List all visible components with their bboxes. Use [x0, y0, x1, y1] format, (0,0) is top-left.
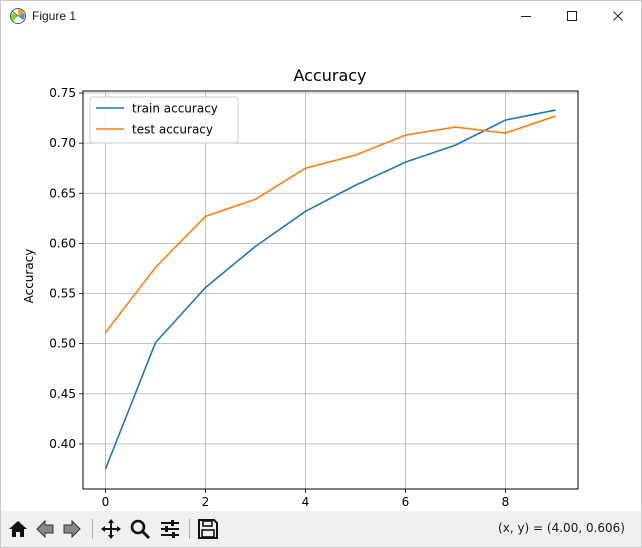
- chart-title: Accuracy: [293, 66, 366, 85]
- pan-button[interactable]: [99, 517, 123, 541]
- maximize-icon: [567, 11, 577, 21]
- zoom-icon: [130, 519, 151, 540]
- x-tick-label: 2: [202, 495, 210, 509]
- ticks: 0 2 4 6 8 0.40 0.45 0.50 0.55 0.60 0.65 0.70 0.75: [49, 86, 509, 509]
- y-tick-label: 0.50: [49, 337, 76, 351]
- x-tick-label: 6: [402, 495, 410, 509]
- home-icon: [9, 521, 27, 537]
- x-tick-label: 8: [502, 495, 510, 509]
- forward-arrow-icon: [63, 519, 81, 539]
- save-button[interactable]: [196, 517, 220, 541]
- x-tick-label: 4: [302, 495, 310, 509]
- close-icon: [613, 11, 623, 21]
- y-tick-label: 0.65: [49, 186, 76, 200]
- series-lines: [104, 109, 556, 470]
- matplotlib-app-icon: [10, 8, 26, 24]
- home-button[interactable]: [6, 517, 30, 541]
- x-tick-label: 0: [102, 495, 110, 509]
- y-tick-label: 0.40: [49, 437, 76, 451]
- back-button[interactable]: [33, 517, 57, 541]
- accuracy-chart[interactable]: 0 2 4 6 8 0.40 0.45 0.50 0.55 0.60 0.65 0.70 0.75 Ac…: [1, 31, 641, 524]
- y-tick-label: 0.70: [49, 136, 76, 150]
- forward-button[interactable]: [60, 517, 84, 541]
- legend-label-train: train accuracy: [132, 102, 218, 116]
- legend: train accuracy test accuracy: [89, 96, 239, 144]
- toolbar-separator: [189, 519, 190, 539]
- navigation-toolbar: (x, y) = (4.00, 0.606): [1, 511, 641, 547]
- title-bar[interactable]: Figure 1: [1, 1, 641, 31]
- window-title: Figure 1: [32, 9, 77, 23]
- pan-icon: [101, 519, 121, 539]
- y-tick-label: 0.55: [49, 287, 76, 301]
- maximize-button[interactable]: [549, 1, 595, 31]
- axes-frame: [82, 90, 579, 490]
- back-arrow-icon: [36, 519, 54, 539]
- close-button[interactable]: [595, 1, 641, 31]
- save-icon: [198, 519, 218, 539]
- y-axis-label: Accuracy: [22, 249, 36, 304]
- toolbar-separator: [92, 519, 93, 539]
- cursor-coordinates: (x, y) = (4.00, 0.606): [498, 521, 625, 535]
- y-tick-label: 0.75: [49, 86, 76, 100]
- minimize-icon: [521, 16, 531, 17]
- grid-lines: [83, 91, 578, 489]
- minimize-button[interactable]: [503, 1, 549, 31]
- legend-label-test: test accuracy: [132, 123, 213, 137]
- test-accuracy-line: [104, 115, 556, 334]
- y-tick-label: 0.60: [49, 236, 76, 250]
- legend-box: [89, 96, 239, 144]
- y-tick-label: 0.45: [49, 387, 76, 401]
- configure-subplots-icon: [161, 520, 179, 538]
- configure-subplots-button[interactable]: [158, 517, 182, 541]
- train-accuracy-line: [104, 109, 556, 470]
- figure-canvas[interactable]: 0 2 4 6 8 0.40 0.45 0.50 0.55 0.60 0.65 0.70 0.75 Ac…: [1, 31, 641, 524]
- zoom-button[interactable]: [128, 517, 152, 541]
